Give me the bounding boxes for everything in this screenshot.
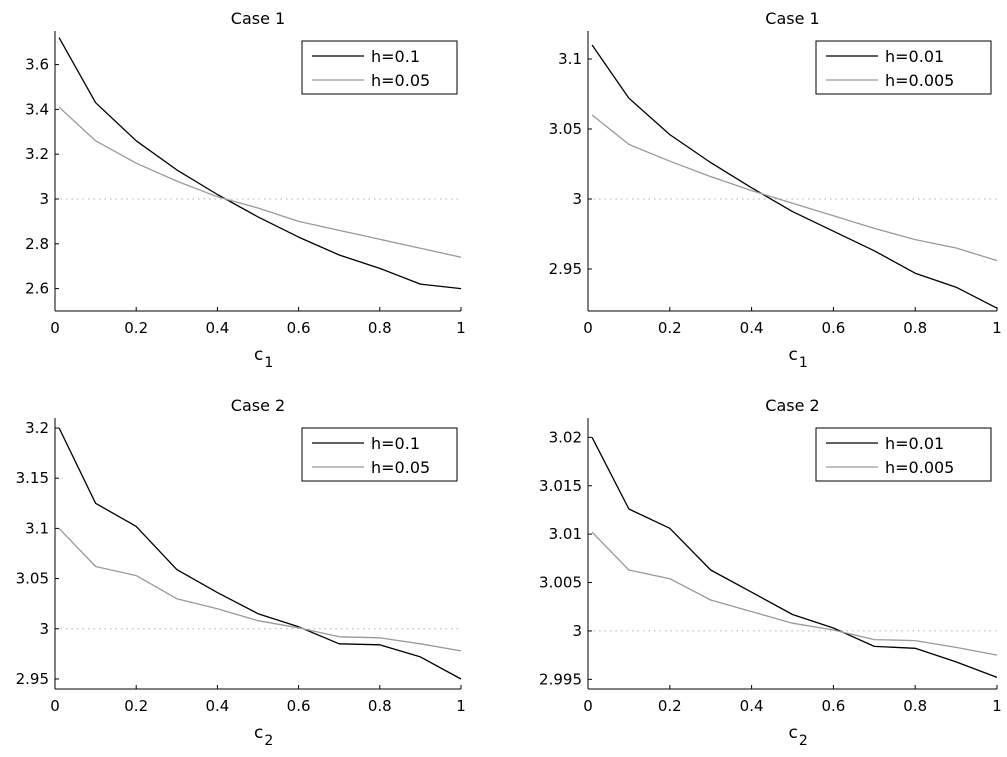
y-tick-label: 3.02 [549,428,582,446]
y-tick-label: 3.05 [549,120,582,138]
y-tick-label: 3.05 [16,570,49,588]
y-tick-label: 2.8 [25,235,49,253]
subplot-4: Case 2 0 0.2 0.4 0.6 0.8 1 2.995 3 3.005 3.01 3.015… [539,396,1002,749]
y-tick-label: 3.015 [539,477,582,495]
legend-label: h=0.01 [885,434,944,453]
x-axis-label-main: c [789,723,798,743]
legend-label: h=0.05 [371,458,430,477]
x-tick-label: 0 [583,319,593,337]
y-tick-label: 3 [39,190,49,208]
x-axis-label-main: c [789,345,798,365]
legend-label: h=0.005 [885,458,954,477]
x-tick-label: 0.4 [740,319,764,337]
x-tick-label: 0.6 [287,319,311,337]
legend-label: h=0.1 [371,47,420,66]
legend: h=0.01 h=0.005 [815,427,992,482]
y-tick-label: 2.95 [16,670,49,688]
series-line-secondary [58,527,462,652]
y-tick-label: 3.6 [25,56,49,74]
y-tick-label: 3.15 [16,469,49,487]
x-axis-label: c2 [254,723,273,749]
x-tick-label: 0.4 [205,697,229,715]
x-tick-label: 0.8 [903,319,927,337]
x-axis-label-main: c [254,723,263,743]
legend: h=0.01 h=0.005 [815,40,992,95]
legend-box [301,427,458,482]
x-tick-label: 1 [456,319,466,337]
x-axis-label-subscript: 1 [799,355,808,371]
legend-label: h=0.01 [885,47,944,66]
subplot-2: Case 10 0.2 0.4 0.6 0.8 12.9533.053.1c1h=0.01… [549,9,1002,371]
y-tick-label: 3.2 [25,419,49,437]
y-tick-label: 3.01 [549,525,582,543]
y-tick-label: 3 [39,620,49,638]
x-axis-label-subscript: 2 [799,733,808,749]
x-axis-label-subscript: 1 [264,355,273,371]
x-tick-label: 0 [50,319,60,337]
subplot-3: Case 2 0 0.2 0.4 0.6 0.8 1 2.95 3 3.05 3.1 3.15 3.2 c… [16,396,466,749]
subplot-title: Case 2 [231,396,285,415]
x-axis-label-main: c [254,345,263,365]
legend-box [301,40,458,95]
legend-label: h=0.005 [885,71,954,90]
y-tick-label: 2.6 [25,280,49,298]
x-tick-label: 0.8 [903,697,927,715]
x-tick-label: 0 [50,697,60,715]
x-tick-label: 0.8 [368,319,392,337]
x-tick-label: 0.4 [205,319,229,337]
y-tick-label: 3 [572,622,582,640]
y-tick-label: 3.2 [25,145,49,163]
series-line-secondary [591,531,998,656]
y-tick-label: 2.95 [549,260,582,278]
x-tick-label: 0.8 [368,697,392,715]
legend-box [815,40,992,95]
legend-label: h=0.05 [371,71,430,90]
subplot-1: Case 10 0.2 0.4 0.6 0.8 12.62.833.23.43.6c1h=… [25,9,466,371]
subplot-title: Case 2 [765,396,819,415]
x-tick-label: 0.2 [124,319,148,337]
x-axis-label: c1 [789,345,808,371]
x-tick-label: 0.2 [124,697,148,715]
legend: h=0.1 h=0.05 [301,427,458,482]
y-tick-label: 3.1 [25,519,49,537]
y-tick-label: 2.995 [539,670,582,688]
x-axis-label: c1 [254,345,273,371]
legend-label: h=0.1 [371,434,420,453]
x-tick-label: 0.6 [287,697,311,715]
y-tick-label: 3 [572,190,582,208]
x-tick-label: 0 [583,697,593,715]
x-tick-label: 0.2 [658,319,682,337]
series-line-secondary [591,114,998,262]
series-line-secondary [58,106,462,258]
x-tick-label: 1 [456,697,466,715]
y-tick-label: 3.4 [25,100,49,118]
legend: h=0.1 h=0.05 [301,40,458,95]
subplot-title: Case 1 [765,9,819,28]
x-tick-label: 0.6 [821,319,845,337]
x-axis-label: c2 [789,723,808,749]
x-tick-label: 0.6 [821,697,845,715]
x-tick-label: 0.2 [658,697,682,715]
subplot-title: Case 1 [231,9,285,28]
x-axis-label-subscript: 2 [264,733,273,749]
y-tick-label: 3.1 [558,50,582,68]
legend-box [815,427,992,482]
x-tick-label: 0.4 [740,697,764,715]
x-tick-label: 1 [992,697,1002,715]
x-tick-label: 1 [992,319,1002,337]
y-tick-label: 3.005 [539,574,582,592]
